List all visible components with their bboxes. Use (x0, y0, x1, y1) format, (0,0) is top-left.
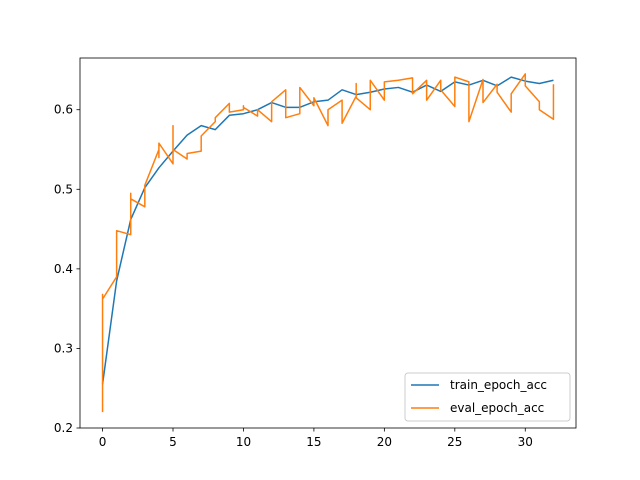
series-line-eval-epoch-acc (101, 73, 555, 413)
x-axis: 0 5 10 15 20 25 30 (99, 428, 533, 449)
x-tick-label: 5 (169, 435, 177, 449)
x-tick-label: 25 (447, 435, 462, 449)
y-axis: 0.2 0.3 0.4 0.5 0.6 (54, 103, 80, 435)
legend-label-eval-epoch-acc: eval_epoch_acc (450, 401, 544, 415)
legend: train_epoch_acc eval_epoch_acc (404, 372, 571, 422)
x-tick-label: 0 (99, 435, 107, 449)
plot-frame (79, 57, 577, 429)
x-tick-label: 10 (236, 435, 251, 449)
x-tick-label: 20 (377, 435, 392, 449)
y-tick-label: 0.4 (54, 262, 73, 276)
x-tick-label: 15 (306, 435, 321, 449)
y-tick-label: 0.6 (54, 103, 73, 117)
legend-label-train-epoch-acc: train_epoch_acc (450, 378, 547, 392)
legend-box (404, 372, 571, 422)
y-tick-label: 0.5 (54, 182, 73, 196)
x-tick-label: 30 (518, 435, 533, 449)
series-line-train-epoch-acc (101, 76, 554, 385)
series-layer (101, 73, 555, 413)
y-tick-label: 0.3 (54, 341, 73, 355)
y-tick-label: 0.2 (54, 421, 73, 435)
